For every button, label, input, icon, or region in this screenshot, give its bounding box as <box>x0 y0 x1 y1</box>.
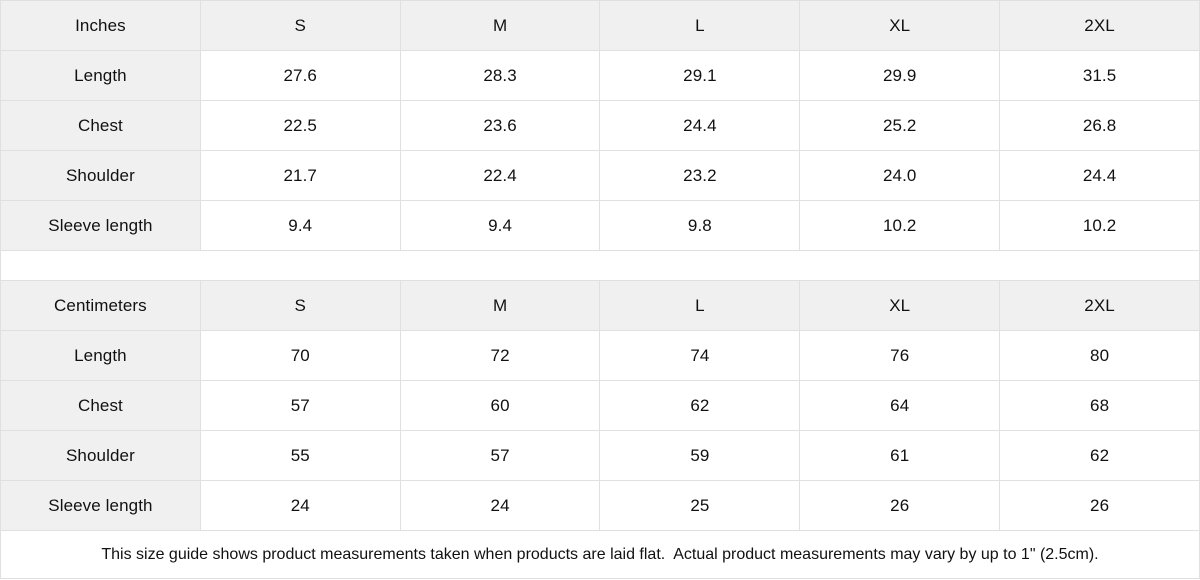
value-cell: 29.1 <box>599 50 801 101</box>
value-cell: 29.9 <box>799 50 1001 101</box>
table-header-row: Centimeters S M L XL 2XL <box>0 280 1200 331</box>
value-cell: 80 <box>999 330 1200 381</box>
value-cell: 31.5 <box>999 50 1200 101</box>
value-cell: 68 <box>999 380 1200 431</box>
table-row: Sleeve length 24 24 25 26 26 <box>0 480 1200 531</box>
value-cell: 74 <box>599 330 801 381</box>
value-cell: 26 <box>799 480 1001 531</box>
row-label-cell: Shoulder <box>0 150 201 201</box>
value-cell: 22.5 <box>199 100 401 151</box>
size-table-centimeters: Centimeters S M L XL 2XL Length 70 72 74… <box>0 280 1200 531</box>
table-row: Chest 22.5 23.6 24.4 25.2 26.8 <box>0 100 1200 151</box>
table-row: Shoulder 21.7 22.4 23.2 24.0 24.4 <box>0 150 1200 201</box>
value-cell: 23.2 <box>599 150 801 201</box>
row-label-cell: Sleeve length <box>0 480 201 531</box>
table-row: Length 27.6 28.3 29.1 29.9 31.5 <box>0 50 1200 101</box>
size-header-cell: XL <box>799 280 1001 331</box>
size-header-cell: 2XL <box>999 0 1200 51</box>
size-header-cell: S <box>199 0 401 51</box>
value-cell: 24 <box>399 480 601 531</box>
value-cell: 9.8 <box>599 200 801 251</box>
value-cell: 24.0 <box>799 150 1001 201</box>
size-header-cell: 2XL <box>999 280 1200 331</box>
table-row: Chest 57 60 62 64 68 <box>0 380 1200 431</box>
value-cell: 57 <box>399 430 601 481</box>
value-cell: 72 <box>399 330 601 381</box>
row-label-cell: Chest <box>0 380 201 431</box>
value-cell: 26.8 <box>999 100 1200 151</box>
value-cell: 28.3 <box>399 50 601 101</box>
table-row: Length 70 72 74 76 80 <box>0 330 1200 381</box>
unit-header-cell: Inches <box>0 0 201 51</box>
row-label-cell: Length <box>0 330 201 381</box>
value-cell: 22.4 <box>399 150 601 201</box>
value-cell: 76 <box>799 330 1001 381</box>
size-header-cell: L <box>599 0 801 51</box>
value-cell: 27.6 <box>199 50 401 101</box>
size-header-cell: S <box>199 280 401 331</box>
value-cell: 24.4 <box>599 100 801 151</box>
value-cell: 55 <box>199 430 401 481</box>
value-cell: 59 <box>599 430 801 481</box>
size-header-cell: M <box>399 280 601 331</box>
value-cell: 21.7 <box>199 150 401 201</box>
table-row: Shoulder 55 57 59 61 62 <box>0 430 1200 481</box>
unit-header-cell: Centimeters <box>0 280 201 331</box>
table-gap <box>0 251 1200 280</box>
size-table-inches: Inches S M L XL 2XL Length 27.6 28.3 29.… <box>0 0 1200 251</box>
row-label-cell: Length <box>0 50 201 101</box>
value-cell: 62 <box>999 430 1200 481</box>
value-cell: 23.6 <box>399 100 601 151</box>
value-cell: 64 <box>799 380 1001 431</box>
value-cell: 70 <box>199 330 401 381</box>
value-cell: 10.2 <box>799 200 1001 251</box>
size-header-cell: M <box>399 0 601 51</box>
value-cell: 9.4 <box>199 200 401 251</box>
footer-note: This size guide shows product measuremen… <box>0 531 1200 579</box>
table-header-row: Inches S M L XL 2XL <box>0 0 1200 51</box>
value-cell: 62 <box>599 380 801 431</box>
value-cell: 25.2 <box>799 100 1001 151</box>
table-row: Sleeve length 9.4 9.4 9.8 10.2 10.2 <box>0 200 1200 251</box>
value-cell: 60 <box>399 380 601 431</box>
row-label-cell: Shoulder <box>0 430 201 481</box>
value-cell: 26 <box>999 480 1200 531</box>
value-cell: 9.4 <box>399 200 601 251</box>
value-cell: 57 <box>199 380 401 431</box>
value-cell: 25 <box>599 480 801 531</box>
value-cell: 24 <box>199 480 401 531</box>
row-label-cell: Sleeve length <box>0 200 201 251</box>
size-header-cell: XL <box>799 0 1001 51</box>
value-cell: 24.4 <box>999 150 1200 201</box>
row-label-cell: Chest <box>0 100 201 151</box>
value-cell: 61 <box>799 430 1001 481</box>
size-header-cell: L <box>599 280 801 331</box>
value-cell: 10.2 <box>999 200 1200 251</box>
